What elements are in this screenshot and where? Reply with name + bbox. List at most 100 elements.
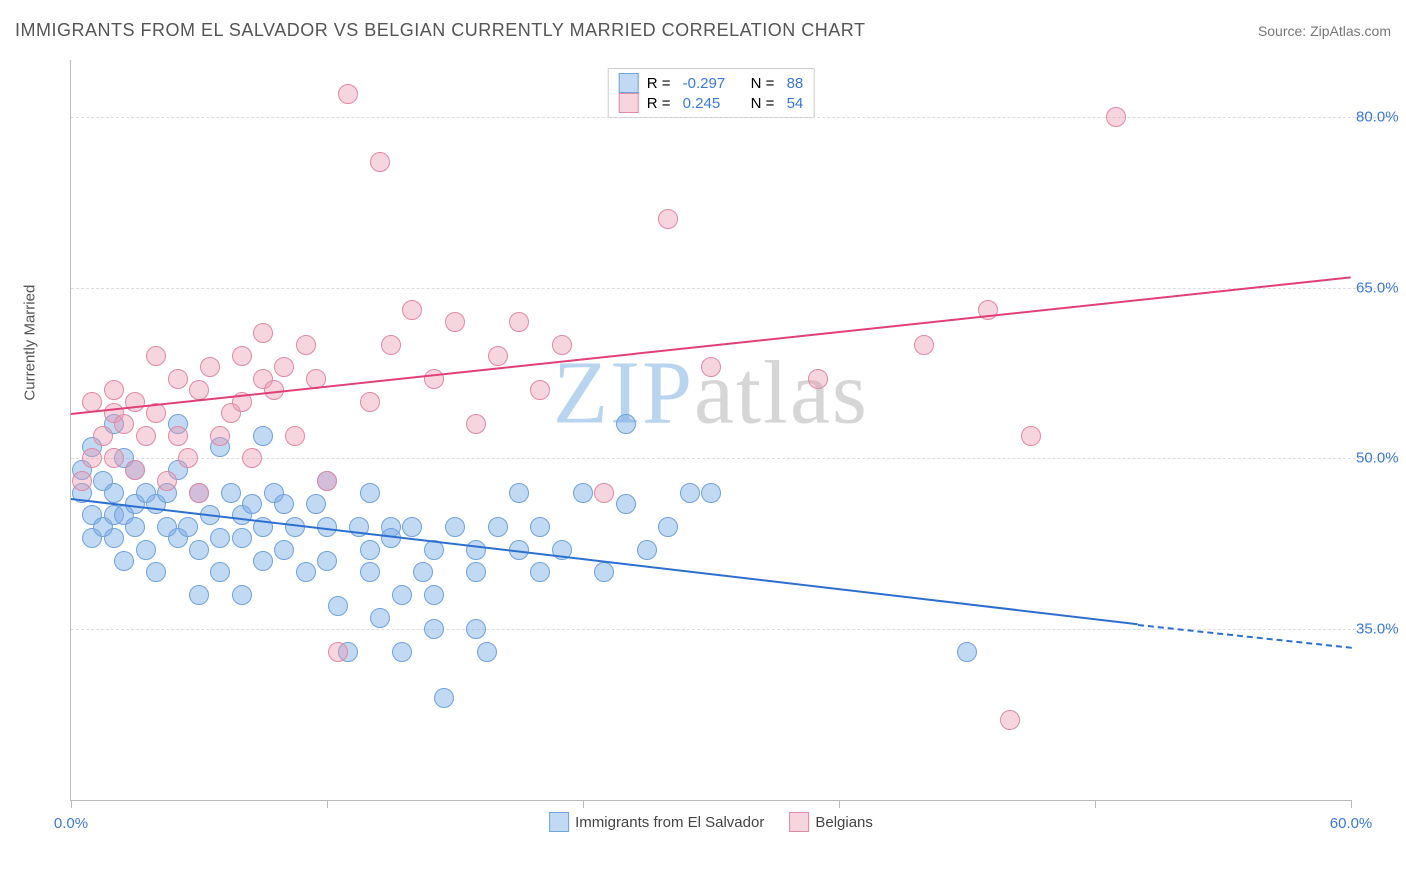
data-point (200, 357, 220, 377)
legend-label: Belgians (815, 814, 873, 831)
y-tick-label: 35.0% (1356, 621, 1406, 638)
x-tick-label: 60.0% (1330, 815, 1373, 832)
x-tick (327, 800, 328, 808)
data-point (445, 517, 465, 537)
y-tick-label: 65.0% (1356, 279, 1406, 296)
data-point (658, 209, 678, 229)
legend-correlation-box: R = -0.297N = 88R = 0.245N = 54 (608, 68, 815, 118)
data-point (146, 346, 166, 366)
data-point (189, 585, 209, 605)
data-point (178, 448, 198, 468)
chart-title: IMMIGRANTS FROM EL SALVADOR VS BELGIAN C… (15, 20, 865, 41)
data-point (189, 380, 209, 400)
data-point (445, 312, 465, 332)
data-point (274, 494, 294, 514)
source-prefix: Source: (1258, 23, 1310, 39)
x-tick (839, 800, 840, 808)
source-link[interactable]: ZipAtlas.com (1310, 23, 1391, 39)
data-point (232, 346, 252, 366)
r-label: R = (647, 75, 675, 92)
legend-label: Immigrants from El Salvador (575, 814, 764, 831)
data-point (296, 335, 316, 355)
data-point (402, 517, 422, 537)
trend-line (71, 276, 1351, 415)
data-point (957, 642, 977, 662)
data-point (125, 460, 145, 480)
source-attribution: Source: ZipAtlas.com (1258, 23, 1391, 39)
plot-area: ZIPatlas R = -0.297N = 88R = 0.245N = 54… (70, 60, 1351, 801)
data-point (424, 369, 444, 389)
data-point (168, 426, 188, 446)
gridline (71, 117, 1391, 118)
data-point (392, 585, 412, 605)
r-label: R = (647, 95, 675, 112)
data-point (328, 642, 348, 662)
title-bar: IMMIGRANTS FROM EL SALVADOR VS BELGIAN C… (15, 20, 1391, 41)
legend-item: Belgians (789, 812, 873, 832)
data-point (360, 483, 380, 503)
watermark-atlas: atlas (694, 344, 869, 443)
data-point (210, 562, 230, 582)
data-point (360, 562, 380, 582)
data-point (104, 483, 124, 503)
data-point (104, 528, 124, 548)
y-tick-label: 80.0% (1356, 108, 1406, 125)
data-point (616, 494, 636, 514)
data-point (413, 562, 433, 582)
data-point (306, 494, 326, 514)
n-value: 54 (787, 95, 804, 112)
data-point (104, 448, 124, 468)
data-point (360, 540, 380, 560)
data-point (317, 471, 337, 491)
data-point (402, 300, 422, 320)
data-point (594, 483, 614, 503)
data-point (136, 540, 156, 560)
data-point (82, 392, 102, 412)
legend-series: Immigrants from El Salvador Belgians (549, 812, 873, 832)
data-point (114, 414, 134, 434)
r-value: 0.245 (683, 95, 743, 112)
data-point (285, 426, 305, 446)
data-point (381, 335, 401, 355)
x-tick (71, 800, 72, 808)
data-point (509, 312, 529, 332)
r-value: -0.297 (683, 75, 743, 92)
data-point (93, 426, 113, 446)
data-point (82, 448, 102, 468)
data-point (221, 483, 241, 503)
data-point (242, 494, 262, 514)
data-point (914, 335, 934, 355)
legend-swatch (619, 93, 639, 113)
data-point (434, 688, 454, 708)
data-point (253, 551, 273, 571)
data-point (146, 562, 166, 582)
data-point (360, 392, 380, 412)
data-point (72, 471, 92, 491)
data-point (157, 471, 177, 491)
data-point (488, 346, 508, 366)
x-tick-label: 0.0% (54, 815, 88, 832)
y-tick-label: 50.0% (1356, 450, 1406, 467)
data-point (232, 528, 252, 548)
data-point (530, 517, 550, 537)
data-point (232, 585, 252, 605)
data-point (424, 619, 444, 639)
data-point (1021, 426, 1041, 446)
data-point (466, 562, 486, 582)
data-point (530, 562, 550, 582)
data-point (392, 642, 412, 662)
gridline (71, 288, 1391, 289)
data-point (466, 414, 486, 434)
data-point (616, 414, 636, 434)
n-value: 88 (787, 75, 804, 92)
data-point (210, 528, 230, 548)
data-point (701, 357, 721, 377)
data-point (178, 517, 198, 537)
gridline (71, 458, 1391, 459)
data-point (296, 562, 316, 582)
legend-stat-row: R = -0.297N = 88 (619, 73, 804, 93)
data-point (637, 540, 657, 560)
data-point (1106, 107, 1126, 127)
legend-stat-row: R = 0.245N = 54 (619, 93, 804, 113)
data-point (701, 483, 721, 503)
